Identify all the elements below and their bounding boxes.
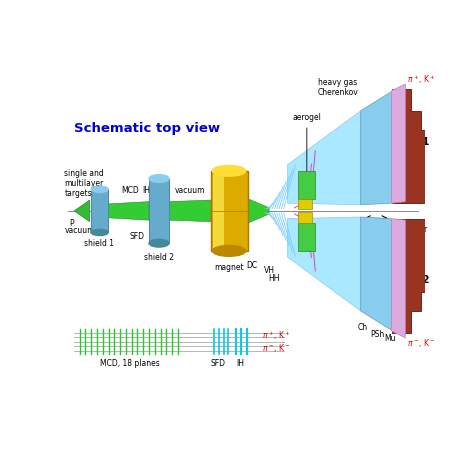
Text: T1: T1 <box>416 137 431 146</box>
Polygon shape <box>108 201 149 220</box>
Polygon shape <box>392 219 405 338</box>
Ellipse shape <box>149 175 169 182</box>
Text: $\pi^-$, K$^-$: $\pi^-$, K$^-$ <box>262 342 291 354</box>
Text: PSh: PSh <box>370 330 384 339</box>
Text: $\pi^+$, K$^+$: $\pi^+$, K$^+$ <box>407 73 436 86</box>
Polygon shape <box>392 84 405 203</box>
Bar <box>298 223 315 251</box>
Polygon shape <box>169 200 210 222</box>
Text: Mu: Mu <box>384 334 396 343</box>
Text: HH: HH <box>269 274 280 283</box>
Polygon shape <box>247 199 269 223</box>
Text: $\pi^+$, K$^+$: $\pi^+$, K$^+$ <box>262 329 291 342</box>
Text: T2: T2 <box>416 275 431 285</box>
Text: shield 1: shield 1 <box>84 238 114 247</box>
Ellipse shape <box>91 229 108 236</box>
Polygon shape <box>361 91 392 205</box>
Text: magnet: magnet <box>214 263 244 272</box>
Text: vacuum: vacuum <box>174 186 205 195</box>
Text: MCD: MCD <box>121 186 138 195</box>
Polygon shape <box>288 111 361 205</box>
Bar <box>298 212 312 223</box>
Text: Schematic top view: Schematic top view <box>74 122 220 136</box>
Text: IH: IH <box>237 359 245 368</box>
Text: vacuum: vacuum <box>64 226 95 235</box>
Bar <box>149 179 169 243</box>
Text: SFD: SFD <box>211 359 226 368</box>
Bar <box>213 174 224 248</box>
Text: IH: IH <box>143 186 151 195</box>
Polygon shape <box>361 217 392 330</box>
Text: absorber: absorber <box>393 225 428 234</box>
Text: MCD, 18 planes: MCD, 18 planes <box>100 359 160 368</box>
Ellipse shape <box>91 186 108 192</box>
Polygon shape <box>288 217 361 311</box>
Ellipse shape <box>149 239 169 247</box>
Ellipse shape <box>212 246 246 256</box>
Text: VH: VH <box>264 266 275 275</box>
Text: $\pi^-$, K$^-$: $\pi^-$, K$^-$ <box>407 337 436 349</box>
Text: shield 2: shield 2 <box>144 253 174 262</box>
Bar <box>298 199 312 210</box>
Text: P: P <box>70 219 74 228</box>
Bar <box>210 171 247 251</box>
Polygon shape <box>392 219 425 333</box>
Text: heavy gas
Cherenkov: heavy gas Cherenkov <box>317 78 358 97</box>
Text: Ch: Ch <box>357 322 367 331</box>
Text: aerogel: aerogel <box>292 113 321 189</box>
Text: DC: DC <box>246 261 257 270</box>
Text: single and
multilayer
targets: single and multilayer targets <box>64 169 104 198</box>
Bar <box>298 171 315 199</box>
Polygon shape <box>392 89 425 203</box>
Ellipse shape <box>212 165 246 176</box>
Polygon shape <box>74 200 90 222</box>
Text: SFD: SFD <box>130 232 145 241</box>
Bar <box>91 189 108 232</box>
Text: 1 meter: 1 meter <box>393 232 423 241</box>
